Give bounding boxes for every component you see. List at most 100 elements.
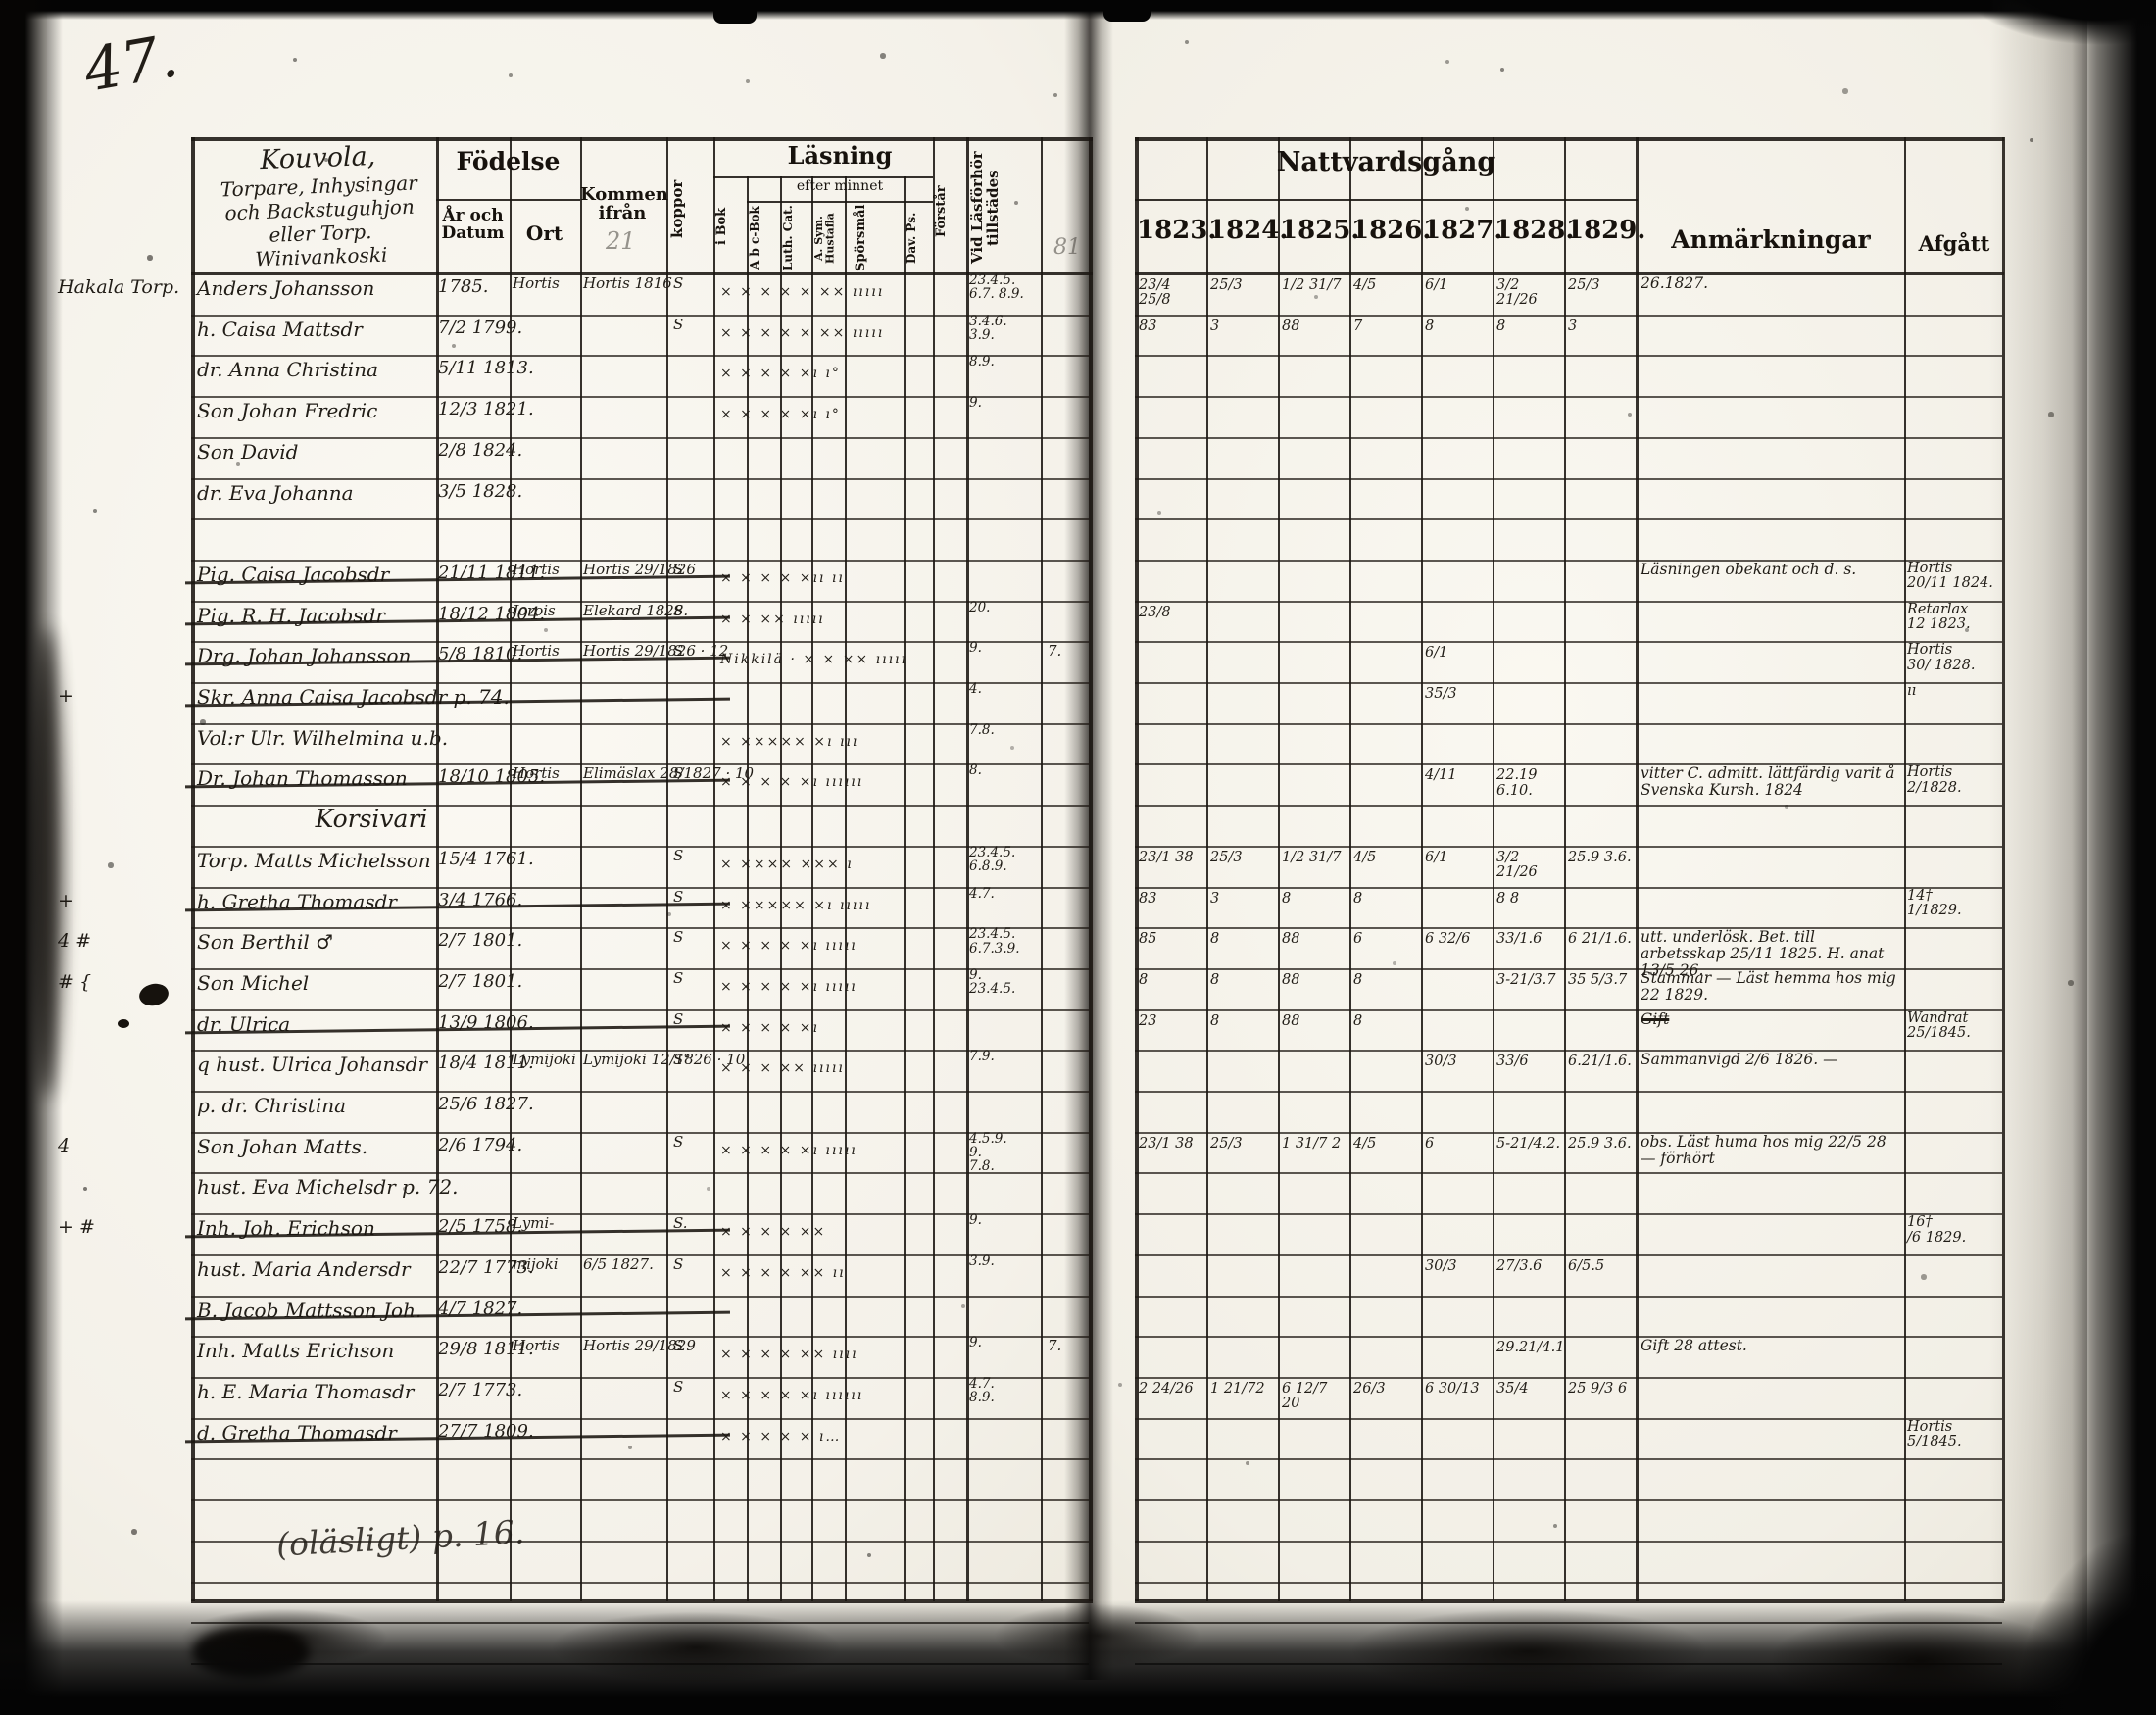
remark-cell: Gift — [1641, 1009, 1670, 1028]
communion-mark-cell: 23/1 38 — [1139, 1135, 1194, 1152]
communion-mark-cell: 6 30/13 — [1425, 1380, 1480, 1396]
communion-mark-cell: 27/3.6 — [1496, 1257, 1543, 1274]
reading-marks-cell: × × × × ×× — [720, 1224, 827, 1241]
film-border — [0, 0, 63, 1715]
communion-mark-cell: 2 24/26 — [1139, 1380, 1194, 1396]
table-line — [966, 137, 969, 1601]
name-cell: dr. Eva Johanna — [197, 480, 354, 505]
register-row: Dr. Johan Thomasson 18/10 1805. Hortis Elim… — [185, 763, 1089, 808]
register-row-right: 23/4 25/8 25/3 1/2 31/7 4/5 6/1 3/2 21/26 25/3… — [1135, 274, 2002, 317]
column-header-forstar: Förstår — [934, 185, 949, 238]
birthdate-cell: 1785. — [438, 276, 489, 297]
register-row-right: 16† /6 1829. — [1135, 1215, 2002, 1256]
register-row: h. Caisa Mattsdr 7/2 1799. S × × × × × ×× ı… — [191, 315, 1089, 358]
right-page — [1080, 12, 2089, 1672]
communion-mark-cell: 30/3 — [1425, 1257, 1457, 1274]
register-row-right — [1135, 1174, 2002, 1216]
year-header-1826: 1826. — [1351, 216, 1432, 245]
communion-mark-cell: 1 31/7 2 — [1282, 1135, 1342, 1152]
column-header-ort: Ort — [525, 221, 564, 245]
register-row-right: 4/11 22.19 6.10. vitter C. admitt. lättfär… — [1135, 764, 2002, 808]
birthdate-cell: 25/6 1827. — [438, 1094, 534, 1115]
column-header-afgatt: Afgått — [1918, 231, 1990, 256]
register-row: hust. Eva Michelsdr p. 72. — [191, 1174, 1089, 1216]
column-header-abc-bok: A b c-Bok — [748, 206, 761, 270]
attendance-cell: 4. — [969, 681, 982, 698]
communion-mark-cell: 4/11 — [1425, 767, 1457, 784]
attendance-cell: 9. — [969, 640, 982, 657]
reading-marks-cell: × × × × ×ı ı° — [720, 366, 841, 382]
table-line — [510, 137, 512, 1601]
margin-note-cell: 7. — [1048, 1337, 1062, 1355]
birthdate-cell: 2/7 1773. — [438, 1379, 523, 1400]
attendance-cell: 9. — [969, 395, 982, 412]
smallpox-mark-cell: S — [673, 846, 684, 864]
communion-mark-cell: 6/5.5 — [1568, 1257, 1605, 1274]
birthplace-cell: Hortis — [513, 274, 560, 292]
register-row: Son David 2/8 1824. — [191, 439, 1089, 480]
birthdate-cell: 22/7 1773. — [438, 1256, 534, 1278]
name-cell: Son Johan Fredric — [197, 399, 378, 423]
table-line — [1349, 137, 1351, 1601]
register-row-right — [1135, 357, 2002, 399]
birthplace-cell: Hortis — [513, 1337, 560, 1355]
attendance-cell: 9. — [969, 1335, 982, 1351]
register-row-right: 23 8 88 8 Gift Wandrat 25/1845. — [1135, 1009, 2002, 1053]
reading-marks-cell: × ××××× ×ı ııı — [720, 733, 859, 750]
register-row — [191, 1460, 1089, 1502]
communion-mark-cell: 23 — [1139, 1012, 1157, 1029]
communion-mark-cell: 29.21/4.1 — [1496, 1340, 1565, 1356]
register-row-right: 23/1 38 25/3 1 31/7 2 4/5 6 5-21/4.2. 25.9 3.6… — [1135, 1133, 2002, 1175]
communion-mark-cell: 85 — [1139, 931, 1157, 948]
birthplace-cell: Lymijoki — [513, 1051, 576, 1069]
come-from-cell: Hortis 1816 — [583, 274, 672, 292]
column-header-lasning: Läsning — [787, 141, 893, 170]
reading-marks-cell: × × × × ×ı ı° — [720, 407, 841, 423]
reading-marks-cell: × × ×× ııııı — [720, 611, 825, 627]
column-header-fodelse: Födelse — [456, 147, 561, 175]
communion-mark-cell: 6 32/6 — [1425, 931, 1471, 948]
smallpox-mark-cell: S — [673, 887, 684, 906]
communion-mark-cell: 6/1 — [1425, 849, 1448, 865]
table-line — [1041, 137, 1043, 1601]
reading-marks-cell: Nikkilä · × × ×× ııııı — [720, 652, 908, 668]
birthdate-cell: 2/7 1801. — [438, 970, 523, 992]
table-border — [2002, 137, 2005, 1601]
name-cell: p. dr. Christina — [197, 1094, 347, 1118]
table-line — [1206, 137, 1208, 1601]
row-margin-mark: + — [58, 889, 74, 911]
communion-mark-cell: 23/1 38 — [1139, 849, 1194, 865]
birthdate-cell: 7/2 1799. — [438, 317, 523, 338]
register-row-right — [1135, 480, 2002, 521]
ink-blot — [118, 1019, 129, 1028]
smallpox-mark-cell: S — [673, 968, 684, 987]
register-row-right — [1135, 725, 2002, 766]
year-header-1827: 1827. — [1423, 216, 1503, 245]
communion-mark-cell: 8 — [1353, 971, 1363, 988]
table-line — [713, 176, 933, 178]
attendance-cell: 20. — [969, 599, 991, 615]
communion-mark-cell: 35 5/3.7 — [1568, 971, 1628, 988]
reading-marks-cell: × × × × × ×× ııııı — [720, 284, 885, 300]
column-header-luth-cat: Luth. Cat. — [781, 205, 795, 271]
departed-cell: Hortis 30/ 1828. — [1907, 642, 1976, 673]
pencil-note: 21 — [606, 227, 636, 255]
communion-mark-cell: 6/1 — [1425, 277, 1448, 293]
come-from-cell: 6/5 1827. — [583, 1254, 654, 1273]
remark-cell: vitter C. admitt. lättfärdig varit å Sve… — [1641, 764, 1895, 800]
communion-mark-cell: 33/6 — [1496, 1054, 1529, 1070]
remark-cell: 26.1827. — [1641, 274, 1709, 292]
birthdate-cell: 18/4 1811. — [438, 1053, 534, 1074]
come-from-cell: Hortis 29/1829 — [583, 1337, 696, 1355]
come-from-cell: Elekard 1828. — [583, 601, 689, 619]
register-row-right: 6/1 Hortis 30/ 1828. — [1135, 642, 2002, 685]
film-border — [1936, 0, 2156, 45]
attendance-cell: 9. 23.4.5. — [969, 966, 1016, 998]
register-row: h. E. Maria Thomasdr 2/7 1773. S × × × × ×ı… — [191, 1377, 1089, 1420]
table-line — [1493, 137, 1494, 1601]
birthplace-cell: Jorois — [513, 601, 556, 619]
register-row: hust. Maria Andersdr 22/7 1773. mijoki 6/5 … — [191, 1254, 1089, 1298]
village-header-script: Kouvola, Torpare, Inhysingar och Backstu… — [198, 139, 441, 273]
film-clamp-mark — [713, 0, 757, 24]
birthdate-cell: 5/11 1813. — [438, 358, 534, 379]
